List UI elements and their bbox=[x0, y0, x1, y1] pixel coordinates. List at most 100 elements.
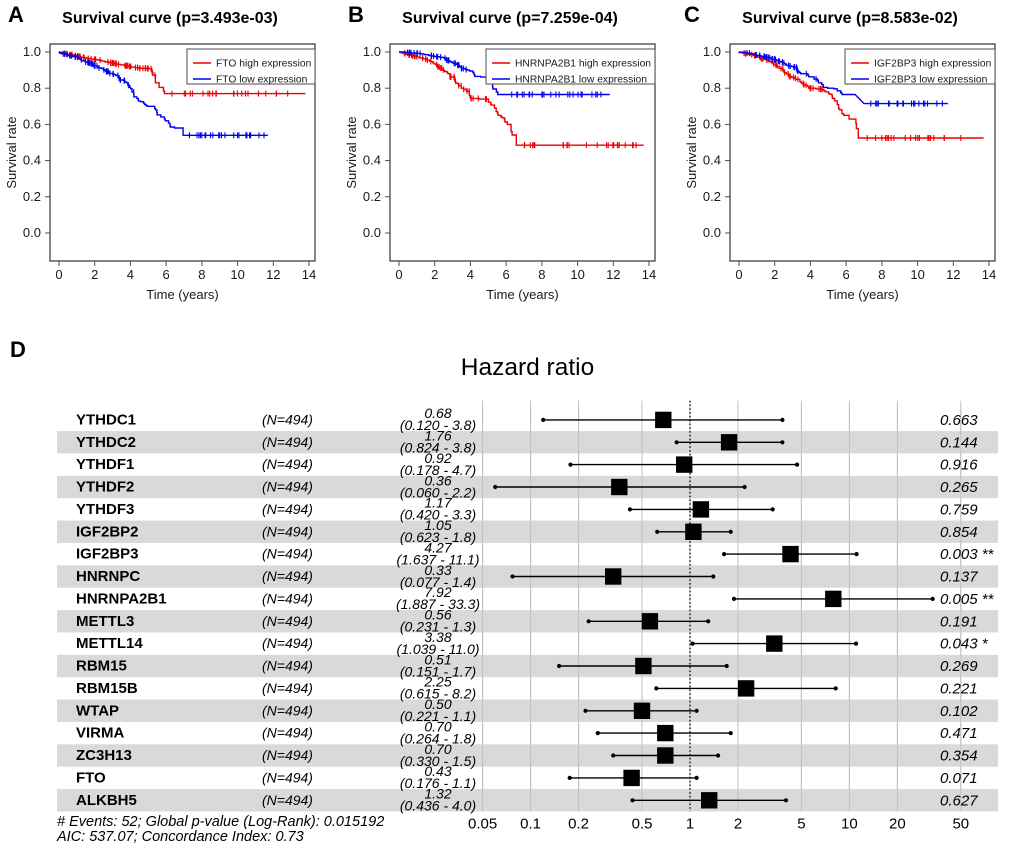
svg-text:# Events: 52; Global p-value (: # Events: 52; Global p-value (Log-Rank):… bbox=[57, 814, 384, 830]
svg-text:0.5: 0.5 bbox=[632, 815, 653, 832]
svg-text:RBM15B: RBM15B bbox=[76, 680, 138, 697]
svg-text:1: 1 bbox=[686, 815, 694, 832]
svg-text:METTL3: METTL3 bbox=[76, 613, 134, 630]
svg-text:0.627: 0.627 bbox=[940, 792, 978, 809]
svg-text:Survival rate: Survival rate bbox=[4, 116, 19, 188]
svg-text:D: D bbox=[10, 337, 26, 362]
svg-text:FTO low expression: FTO low expression bbox=[216, 74, 308, 85]
svg-text:Time (years): Time (years) bbox=[826, 287, 898, 302]
svg-text:0.6: 0.6 bbox=[363, 116, 381, 131]
svg-text:0: 0 bbox=[55, 267, 62, 282]
svg-text:4: 4 bbox=[807, 267, 814, 282]
svg-text:YTHDC1: YTHDC1 bbox=[76, 411, 136, 428]
svg-text:HNRNPA2B1 high expression: HNRNPA2B1 high expression bbox=[515, 58, 651, 69]
svg-text:10: 10 bbox=[230, 267, 244, 282]
svg-text:0.05: 0.05 bbox=[468, 815, 497, 832]
svg-text:RBM15: RBM15 bbox=[76, 658, 127, 675]
svg-text:Survival curve (p=7.259e-04): Survival curve (p=7.259e-04) bbox=[402, 10, 618, 27]
svg-text:(N=494): (N=494) bbox=[262, 680, 313, 696]
svg-text:0.759: 0.759 bbox=[940, 501, 978, 518]
svg-text:14: 14 bbox=[642, 267, 656, 282]
svg-text:12: 12 bbox=[946, 267, 960, 282]
svg-text:Survival rate: Survival rate bbox=[684, 116, 699, 188]
svg-text:Hazard ratio: Hazard ratio bbox=[461, 354, 594, 381]
svg-text:(0.436 - 4.0): (0.436 - 4.0) bbox=[400, 798, 476, 814]
svg-text:8: 8 bbox=[538, 267, 545, 282]
svg-text:Survival rate: Survival rate bbox=[344, 116, 359, 188]
svg-text:6: 6 bbox=[502, 267, 509, 282]
svg-text:(N=494): (N=494) bbox=[262, 702, 313, 718]
svg-text:0.265: 0.265 bbox=[940, 479, 978, 496]
svg-text:(N=494): (N=494) bbox=[262, 546, 313, 562]
svg-text:(N=494): (N=494) bbox=[262, 434, 313, 450]
svg-text:(N=494): (N=494) bbox=[262, 725, 313, 741]
svg-text:2: 2 bbox=[431, 267, 438, 282]
svg-text:2: 2 bbox=[771, 267, 778, 282]
svg-text:10: 10 bbox=[910, 267, 924, 282]
svg-text:6: 6 bbox=[162, 267, 169, 282]
svg-text:IGF2BP3 high expression: IGF2BP3 high expression bbox=[874, 58, 992, 69]
svg-text:YTHDC2: YTHDC2 bbox=[76, 434, 136, 451]
svg-text:(N=494): (N=494) bbox=[262, 792, 313, 808]
svg-text:1.0: 1.0 bbox=[23, 44, 41, 59]
svg-text:1.0: 1.0 bbox=[363, 44, 381, 59]
svg-text:0.354: 0.354 bbox=[940, 748, 978, 765]
svg-text:12: 12 bbox=[266, 267, 280, 282]
svg-text:(N=494): (N=494) bbox=[262, 523, 313, 539]
svg-text:0.003 **: 0.003 ** bbox=[940, 546, 995, 563]
svg-text:0.0: 0.0 bbox=[703, 225, 721, 240]
svg-text:Time (years): Time (years) bbox=[486, 287, 558, 302]
svg-text:0.071: 0.071 bbox=[940, 770, 978, 787]
svg-text:(N=494): (N=494) bbox=[262, 658, 313, 674]
svg-text:0: 0 bbox=[735, 267, 742, 282]
svg-text:0.1: 0.1 bbox=[520, 815, 541, 832]
svg-text:14: 14 bbox=[982, 267, 996, 282]
svg-text:0.043 *: 0.043 * bbox=[940, 636, 989, 653]
svg-text:FTO: FTO bbox=[76, 769, 106, 786]
svg-text:(N=494): (N=494) bbox=[262, 501, 313, 517]
svg-text:(N=494): (N=494) bbox=[262, 590, 313, 606]
svg-text:(N=494): (N=494) bbox=[262, 769, 313, 785]
svg-text:0.137: 0.137 bbox=[940, 569, 978, 586]
svg-text:0.102: 0.102 bbox=[940, 703, 978, 720]
svg-text:WTAP: WTAP bbox=[76, 702, 119, 719]
svg-text:(N=494): (N=494) bbox=[262, 568, 313, 584]
svg-text:METTL14: METTL14 bbox=[76, 635, 143, 652]
svg-text:HNRNPA2B1 low expression: HNRNPA2B1 low expression bbox=[515, 74, 647, 85]
svg-text:IGF2BP3 low expression: IGF2BP3 low expression bbox=[874, 74, 988, 85]
svg-text:0.0: 0.0 bbox=[363, 225, 381, 240]
svg-text:IGF2BP2: IGF2BP2 bbox=[76, 523, 139, 540]
svg-text:0.916: 0.916 bbox=[940, 457, 978, 474]
svg-text:Survival curve (p=3.493e-03): Survival curve (p=3.493e-03) bbox=[62, 10, 278, 27]
svg-text:0.005 **: 0.005 ** bbox=[940, 591, 995, 608]
svg-text:YTHDF2: YTHDF2 bbox=[76, 479, 134, 496]
svg-text:0.663: 0.663 bbox=[940, 412, 978, 429]
svg-text:0.221: 0.221 bbox=[940, 680, 978, 697]
svg-text:0.2: 0.2 bbox=[23, 189, 41, 204]
svg-text:10: 10 bbox=[841, 815, 858, 832]
svg-text:(N=494): (N=494) bbox=[262, 613, 313, 629]
svg-text:AIC: 537.07; Concordance Index: AIC: 537.07; Concordance Index: 0.73 bbox=[56, 829, 304, 845]
svg-text:Time (years): Time (years) bbox=[146, 287, 218, 302]
svg-text:2: 2 bbox=[91, 267, 98, 282]
svg-text:(N=494): (N=494) bbox=[262, 411, 313, 427]
svg-text:0.0: 0.0 bbox=[23, 225, 41, 240]
svg-text:0.144: 0.144 bbox=[940, 434, 978, 451]
svg-text:14: 14 bbox=[302, 267, 316, 282]
svg-text:12: 12 bbox=[606, 267, 620, 282]
svg-text:Survival curve (p=8.583e-02): Survival curve (p=8.583e-02) bbox=[742, 10, 958, 27]
svg-text:HNRNPC: HNRNPC bbox=[76, 568, 140, 585]
svg-text:4: 4 bbox=[127, 267, 134, 282]
svg-text:ALKBH5: ALKBH5 bbox=[76, 792, 137, 809]
svg-text:0.4: 0.4 bbox=[703, 153, 721, 168]
svg-text:(N=494): (N=494) bbox=[262, 479, 313, 495]
svg-text:8: 8 bbox=[198, 267, 205, 282]
svg-text:0.6: 0.6 bbox=[23, 116, 41, 131]
svg-text:4: 4 bbox=[467, 267, 474, 282]
svg-text:IGF2BP3: IGF2BP3 bbox=[76, 546, 139, 563]
svg-text:0.8: 0.8 bbox=[363, 80, 381, 95]
svg-text:YTHDF1: YTHDF1 bbox=[76, 456, 134, 473]
svg-text:0.4: 0.4 bbox=[23, 153, 41, 168]
svg-text:2: 2 bbox=[734, 815, 742, 832]
svg-text:0.854: 0.854 bbox=[940, 524, 978, 541]
